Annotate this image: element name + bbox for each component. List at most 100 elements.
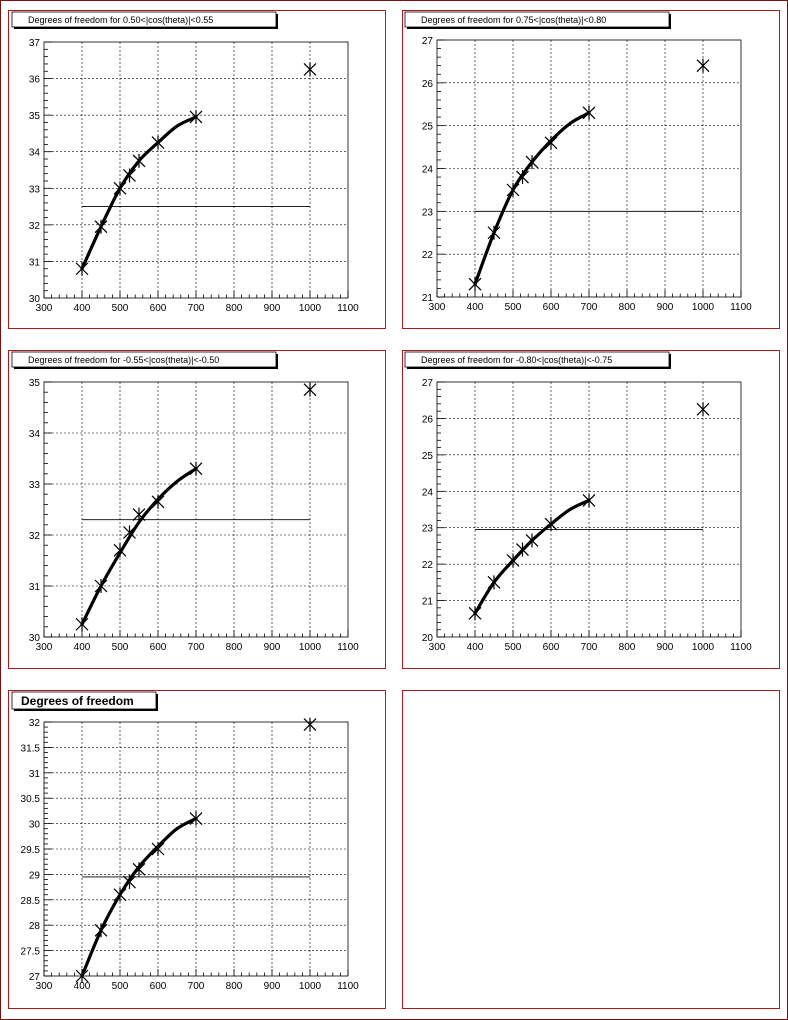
x-tick-label: 900: [264, 981, 281, 992]
y-tick-label: 36: [29, 75, 41, 86]
y-tick-label: 30: [29, 633, 41, 644]
x-tick-label: 1100: [337, 642, 359, 653]
x-tick-label: 900: [657, 302, 674, 313]
y-tick-label: 31: [29, 257, 41, 268]
x-tick-label: 600: [543, 642, 560, 653]
data-point: [696, 402, 710, 417]
x-tick-label: 700: [188, 642, 205, 653]
chart-2: Degrees of freedom for 0.75<|cos(theta)|…: [402, 10, 780, 329]
chart-title: Degrees of freedom for -0.80<|cos(theta)…: [421, 355, 612, 365]
x-tick-label: 400: [74, 303, 91, 314]
y-tick-label: 34: [29, 429, 41, 440]
data-point: [123, 875, 136, 890]
y-tick-label: 31.5: [21, 743, 41, 754]
data-point: [113, 543, 127, 558]
y-tick-label: 32: [29, 718, 41, 729]
y-tick-label: 28: [29, 921, 41, 932]
x-tick-label: 800: [619, 302, 636, 313]
x-tick-label: 800: [226, 642, 243, 653]
y-tick-label: 29.5: [21, 845, 41, 856]
x-tick-label: 300: [36, 303, 53, 314]
title-box: [11, 11, 277, 28]
x-tick-label: 1000: [299, 303, 322, 314]
x-tick-label: 600: [150, 981, 167, 992]
x-tick-label: 500: [112, 981, 129, 992]
chart-4: Degrees of freedom for -0.80<|cos(theta)…: [402, 350, 780, 669]
data-point: [75, 617, 89, 632]
x-tick-label: 1100: [337, 303, 359, 314]
y-tick-label: 30.5: [21, 794, 41, 805]
y-tick-label: 26: [422, 79, 434, 90]
data-point: [75, 969, 89, 983]
title-box: [11, 351, 277, 368]
data-point: [132, 862, 146, 877]
data-point: [151, 135, 165, 150]
data-point: [303, 62, 317, 77]
y-tick-label: 32: [29, 221, 41, 232]
y-tick-label: 30: [29, 820, 41, 831]
y-tick-label: 21: [422, 293, 434, 304]
x-tick-label: 600: [543, 302, 560, 313]
y-tick-label: 24: [422, 165, 434, 176]
x-tick-label: 700: [581, 642, 598, 653]
x-tick-label: 400: [74, 981, 91, 992]
x-tick-label: 400: [467, 642, 484, 653]
x-tick-label: 700: [581, 302, 598, 313]
x-tick-label: 900: [264, 642, 281, 653]
x-tick-label: 800: [226, 981, 243, 992]
y-tick-label: 20: [422, 633, 434, 644]
x-tick-label: 900: [264, 303, 281, 314]
data-point: [544, 135, 558, 150]
x-tick-label: 1100: [730, 302, 752, 313]
x-tick-label: 500: [112, 303, 129, 314]
y-tick-label: 31: [29, 582, 41, 593]
y-tick-label: 23: [422, 207, 434, 218]
x-tick-label: 1000: [299, 981, 322, 992]
y-tick-label: 27.5: [21, 947, 41, 958]
data-point: [123, 168, 136, 183]
x-tick-label: 800: [619, 642, 636, 653]
y-tick-label: 27: [29, 972, 41, 983]
data-point: [582, 105, 596, 120]
y-tick-label: 31: [29, 769, 41, 780]
data-point: [487, 575, 501, 590]
y-tick-label: 28.5: [21, 896, 41, 907]
y-tick-label: 27: [422, 378, 434, 389]
title-box: [404, 351, 670, 368]
y-tick-label: 34: [29, 148, 41, 159]
y-tick-label: 32: [29, 531, 41, 542]
data-point: [75, 261, 89, 276]
data-point: [506, 182, 520, 197]
y-tick-label: 22: [422, 560, 434, 571]
y-tick-label: 21: [422, 597, 434, 608]
chart-title: Degrees of freedom for 0.75<|cos(theta)|…: [421, 15, 606, 25]
x-tick-label: 300: [36, 642, 53, 653]
data-point: [132, 153, 146, 168]
data-point: [525, 155, 539, 170]
x-tick-label: 500: [112, 642, 129, 653]
x-tick-label: 300: [36, 981, 53, 992]
x-tick-label: 400: [74, 642, 91, 653]
data-point: [113, 181, 127, 196]
x-tick-label: 1000: [692, 302, 715, 313]
y-tick-label: 30: [29, 294, 41, 305]
x-tick-label: 1100: [730, 642, 752, 653]
data-point: [151, 494, 165, 509]
x-tick-label: 700: [188, 981, 205, 992]
x-tick-label: 500: [505, 302, 522, 313]
y-tick-label: 33: [29, 184, 41, 195]
chart-1: Degrees of freedom for 0.50<|cos(theta)|…: [8, 10, 386, 329]
data-point: [189, 109, 203, 124]
x-tick-label: 1000: [299, 642, 322, 653]
x-tick-label: 300: [429, 302, 446, 313]
data-point: [303, 382, 317, 397]
x-tick-label: 600: [150, 303, 167, 314]
x-tick-label: 900: [657, 642, 674, 653]
data-point: [113, 887, 127, 902]
y-tick-label: 27: [422, 36, 434, 47]
data-point: [468, 606, 482, 621]
data-point: [189, 811, 203, 826]
title-box: [11, 691, 157, 710]
empty-pad: [402, 690, 780, 1009]
